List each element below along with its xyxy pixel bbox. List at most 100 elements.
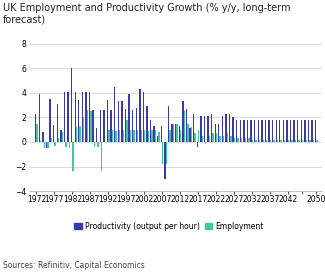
Bar bbox=[273, 140, 275, 142]
Bar bbox=[288, 140, 289, 142]
Bar bbox=[85, 92, 87, 142]
Bar bbox=[112, 130, 113, 142]
Bar bbox=[295, 140, 296, 142]
Bar bbox=[98, 142, 99, 147]
Bar bbox=[150, 120, 151, 142]
Bar bbox=[265, 120, 266, 142]
Bar bbox=[57, 104, 58, 142]
Bar bbox=[205, 142, 206, 144]
Bar bbox=[101, 142, 102, 171]
Bar bbox=[144, 130, 146, 142]
Bar bbox=[268, 120, 270, 142]
Bar bbox=[39, 94, 40, 142]
Bar bbox=[175, 123, 176, 142]
Bar bbox=[280, 140, 282, 142]
Bar bbox=[42, 132, 44, 142]
Bar bbox=[155, 130, 156, 142]
Bar bbox=[107, 100, 108, 142]
Bar bbox=[108, 130, 110, 142]
Bar bbox=[284, 140, 285, 142]
Bar bbox=[176, 123, 178, 142]
Bar bbox=[35, 114, 36, 142]
Bar bbox=[118, 102, 119, 142]
Bar bbox=[247, 120, 248, 142]
Bar bbox=[293, 120, 295, 142]
Bar bbox=[250, 120, 252, 142]
Bar bbox=[143, 92, 144, 142]
Bar bbox=[241, 138, 242, 142]
Bar bbox=[114, 87, 115, 142]
Bar bbox=[103, 110, 105, 142]
Bar bbox=[74, 92, 76, 142]
Bar bbox=[54, 142, 56, 146]
Legend: Productivity (output per hour), Employment: Productivity (output per hour), Employme… bbox=[71, 219, 267, 234]
Bar bbox=[309, 140, 311, 142]
Bar bbox=[200, 116, 202, 142]
Bar bbox=[133, 130, 135, 142]
Bar bbox=[128, 94, 130, 142]
Bar bbox=[94, 142, 95, 147]
Bar bbox=[136, 108, 137, 142]
Bar bbox=[139, 89, 140, 142]
Bar bbox=[198, 130, 199, 142]
Bar bbox=[173, 123, 174, 142]
Bar bbox=[234, 138, 235, 142]
Bar bbox=[214, 123, 216, 142]
Bar bbox=[168, 106, 169, 142]
Bar bbox=[180, 130, 181, 142]
Bar bbox=[161, 126, 162, 142]
Bar bbox=[304, 120, 306, 142]
Bar bbox=[53, 125, 54, 142]
Bar bbox=[78, 100, 80, 142]
Bar bbox=[202, 136, 203, 142]
Bar bbox=[179, 126, 180, 142]
Bar bbox=[227, 133, 228, 142]
Bar bbox=[90, 111, 92, 142]
Bar bbox=[223, 136, 225, 142]
Bar bbox=[218, 123, 219, 142]
Bar bbox=[151, 130, 153, 142]
Bar bbox=[80, 126, 81, 142]
Bar bbox=[157, 136, 159, 142]
Bar bbox=[169, 130, 171, 142]
Bar bbox=[76, 127, 77, 142]
Bar bbox=[248, 138, 250, 142]
Bar bbox=[44, 142, 45, 148]
Bar bbox=[222, 116, 223, 142]
Bar bbox=[212, 133, 214, 142]
Bar bbox=[219, 136, 221, 142]
Bar bbox=[159, 132, 160, 142]
Bar bbox=[162, 142, 163, 164]
Bar bbox=[240, 120, 241, 142]
Bar bbox=[96, 129, 97, 142]
Bar bbox=[186, 109, 187, 142]
Bar bbox=[60, 130, 61, 142]
Bar bbox=[182, 102, 184, 142]
Bar bbox=[58, 138, 59, 142]
Bar bbox=[193, 114, 194, 142]
Bar bbox=[65, 142, 67, 147]
Bar bbox=[123, 130, 124, 142]
Bar bbox=[166, 142, 167, 164]
Bar bbox=[46, 142, 47, 148]
Bar bbox=[272, 120, 273, 142]
Bar bbox=[89, 92, 90, 142]
Bar bbox=[61, 132, 63, 142]
Bar bbox=[121, 102, 123, 142]
Bar bbox=[225, 114, 227, 142]
Bar bbox=[230, 136, 232, 142]
Bar bbox=[164, 142, 166, 179]
Bar bbox=[194, 133, 196, 142]
Bar bbox=[49, 99, 51, 142]
Bar bbox=[130, 130, 131, 142]
Bar bbox=[204, 116, 205, 142]
Bar bbox=[243, 120, 245, 142]
Bar bbox=[83, 117, 84, 142]
Bar bbox=[313, 140, 314, 142]
Bar bbox=[72, 142, 74, 171]
Bar bbox=[125, 109, 126, 142]
Bar bbox=[146, 106, 148, 142]
Bar bbox=[286, 120, 288, 142]
Bar bbox=[232, 117, 234, 142]
Bar bbox=[277, 140, 278, 142]
